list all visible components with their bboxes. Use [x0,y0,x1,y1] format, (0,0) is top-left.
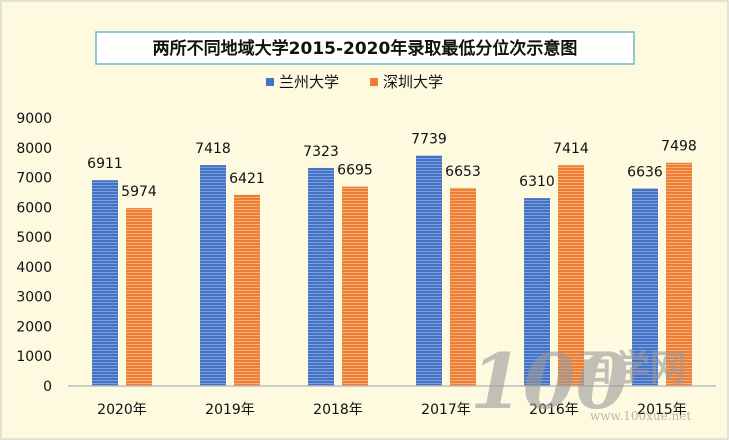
y-axis: 0 1000 2000 3000 4000 5000 6000 7000 8000 9000 [16,111,52,395]
x-tick-2015: 2015年 [637,402,687,418]
legend: 兰州大学 深圳大学 [266,73,443,91]
data-label-s0-2018: 7323 [303,144,339,160]
bar-s1-2020 [126,208,152,386]
bar-s0-2016 [524,198,550,386]
x-tick-2016: 2016年 [529,402,579,418]
x-tick-2020: 2020年 [97,402,147,418]
data-label-s1-2017: 6653 [445,164,481,180]
title-text: 两所不同地域大学2015-2020年录取最低分位次示意图 [153,38,578,59]
bar-s1-2015 [666,162,692,386]
y-tick-6000: 6000 [16,200,52,216]
y-tick-9000: 9000 [16,111,52,127]
y-tick-8000: 8000 [16,141,52,157]
legend-label-0: 兰州大学 [279,73,339,91]
data-label-s1-2020: 5974 [121,184,157,200]
data-label-s1-2019: 6421 [229,171,265,187]
y-tick-1000: 1000 [16,349,52,365]
y-tick-0: 0 [43,379,52,395]
y-tick-7000: 7000 [16,171,52,187]
watermark-url: www.100xue.net [590,409,691,423]
legend-label-1: 深圳大学 [383,73,443,91]
x-axis: 2020年 2019年 2018年 2017年 2016年 2015年 [97,402,687,418]
title-box [95,31,635,65]
bar-s0-2015 [632,188,658,386]
data-label-s1-2015: 7498 [661,139,697,155]
x-tick-2018: 2018年 [313,402,363,418]
legend-swatch-0 [266,78,274,86]
data-label-s1-2018: 6695 [337,163,373,179]
bar-s0-2020 [92,180,118,386]
x-tick-2017: 2017年 [421,402,471,418]
watermark: 100 百学网 www.100xue.net [470,337,691,426]
bar-s0-2019 [200,165,226,386]
data-label-s1-2016: 7414 [553,141,589,157]
watermark-brand: 百学网 [578,347,686,389]
y-tick-4000: 4000 [16,260,52,276]
data-label-s0-2020: 6911 [87,156,123,172]
y-tick-3000: 3000 [16,290,52,306]
bar-s1-2017 [450,187,476,386]
bars [92,155,692,386]
bar-s1-2016 [558,165,584,386]
data-label-s0-2019: 7418 [195,141,231,157]
data-label-s0-2016: 6310 [519,174,555,190]
legend-swatch-1 [370,78,378,86]
bar-s0-2018 [308,167,334,386]
bar-s1-2019 [234,194,260,386]
data-labels: 6911 5974 7418 6421 7323 6695 7739 6653 6310 7414… [87,132,697,201]
bar-s0-2017 [416,155,442,386]
x-tick-2019: 2019年 [205,402,255,418]
y-tick-5000: 5000 [16,230,52,246]
y-tick-2000: 2000 [16,319,52,335]
chart-title: 两所不同地域大学2015-2020年录取最低分位次示意图 [95,31,635,65]
data-label-s0-2015: 6636 [627,164,663,180]
data-label-s0-2017: 7739 [411,132,447,148]
watermark-logo: 100 [470,337,629,426]
bar-s1-2018 [342,186,368,386]
